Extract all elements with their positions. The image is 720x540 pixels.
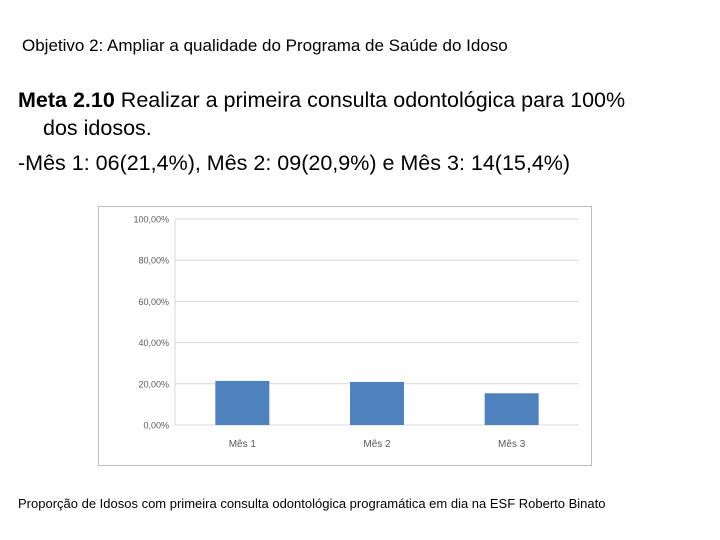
goal-text-line2: dos idosos.: [43, 116, 152, 140]
months-summary: -Mês 1: 06(21,4%), Mês 2: 09(20,9%) e Mê…: [18, 151, 571, 175]
y-tick-label: 80,00%: [138, 256, 169, 266]
goal-label: Meta 2.10: [18, 88, 115, 112]
y-tick-label: 20,00%: [138, 379, 169, 389]
chart-caption: Proporção de Idosos com primeira consult…: [18, 496, 606, 511]
x-tick-label: Mês 2: [363, 439, 391, 450]
y-tick-label: 100,00%: [133, 215, 169, 225]
y-tick-label: 0,00%: [143, 421, 169, 431]
bar-chart: 0,00% 20,00% 40,00% 60,00% 80,00% 100,00% Mês …: [98, 206, 592, 466]
y-tick-label: 60,00%: [138, 297, 169, 307]
y-tick-label: 40,00%: [138, 338, 169, 348]
bar: [484, 393, 539, 425]
objective-title: Objetivo 2: Ampliar a qualidade do Progr…: [22, 36, 508, 55]
bar: [215, 380, 270, 425]
x-tick-label: Mês 1: [229, 439, 257, 450]
x-tick-label: Mês 3: [498, 439, 526, 450]
bar-chart-svg: 0,00% 20,00% 40,00% 60,00% 80,00% 100,00% Mês …: [133, 215, 579, 450]
goal-text-line1: Realizar a primeira consulta odontológic…: [114, 88, 626, 112]
goal-statement: Meta 2.10 Realizar a primeira consulta o…: [18, 86, 658, 142]
bar: [350, 381, 404, 425]
